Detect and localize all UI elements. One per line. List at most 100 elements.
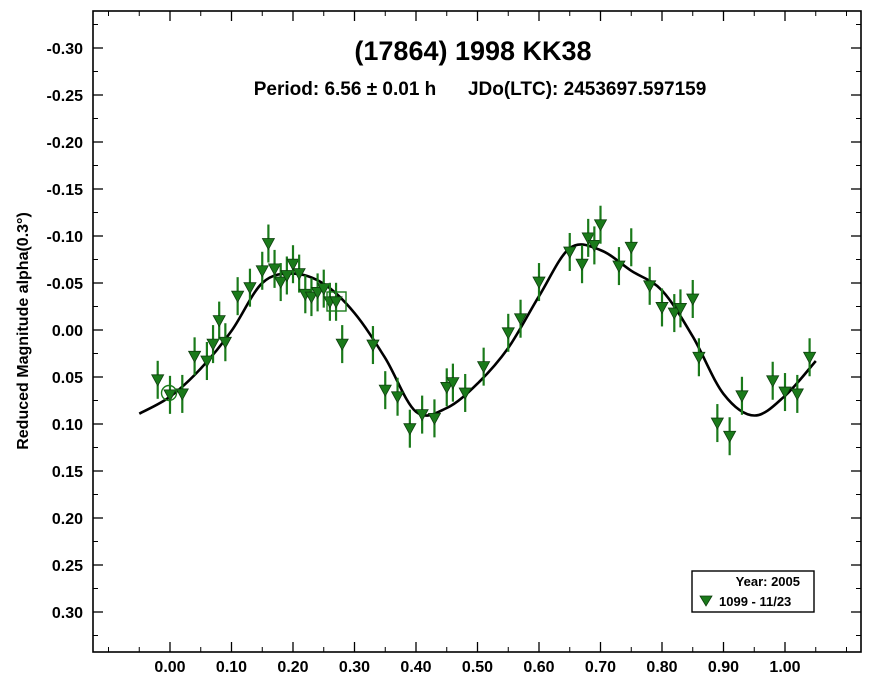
x-tick-label: 1.00 [769, 659, 800, 676]
data-point [187, 337, 202, 376]
data-point [366, 326, 380, 365]
data-point [458, 373, 472, 412]
data-point [476, 347, 491, 386]
point-marker-triangle-down-icon [612, 260, 626, 273]
point-marker-triangle-down-icon [267, 263, 282, 276]
data-point [673, 289, 688, 328]
point-marker-triangle-down-icon [532, 276, 546, 289]
point-marker-triangle-down-icon [329, 296, 343, 309]
fit-curve-line [138, 243, 817, 417]
point-marker-triangle-down-icon [280, 270, 294, 283]
point-marker-triangle-down-icon [722, 430, 737, 444]
data-point [329, 282, 343, 321]
data-point [151, 360, 165, 399]
x-tick-label: 0.60 [523, 659, 554, 676]
point-marker-triangle-down-icon [446, 377, 460, 390]
data-point [403, 409, 417, 448]
data-point [378, 371, 392, 410]
data-points-layer [151, 205, 817, 456]
data-point [643, 266, 657, 305]
data-point [766, 361, 780, 400]
point-marker-triangle-down-icon [778, 386, 792, 399]
point-marker-triangle-down-icon [230, 290, 245, 303]
point-marker-triangle-down-icon [581, 232, 595, 245]
point-marker-triangle-down-icon [427, 412, 442, 426]
legend-marker-triangle-down-icon [699, 595, 713, 607]
data-point [427, 399, 442, 438]
point-marker-triangle-down-icon [255, 265, 269, 278]
data-point [267, 249, 282, 288]
point-marker-triangle-down-icon [243, 282, 257, 295]
data-point [513, 299, 528, 338]
point-marker-triangle-down-icon [686, 293, 700, 306]
data-point [304, 278, 319, 317]
data-point [261, 224, 276, 263]
point-marker-triangle-down-icon [187, 350, 202, 364]
point-marker-triangle-down-icon [292, 268, 306, 281]
reference-square-marker [326, 291, 347, 312]
x-tick-label: 0.20 [277, 659, 308, 676]
data-point [286, 245, 300, 284]
data-point [710, 404, 725, 443]
point-marker-triangle-down-icon [390, 391, 405, 404]
data-point [292, 254, 306, 293]
point-marker-triangle-down-icon [501, 327, 515, 340]
data-point [563, 232, 577, 271]
legend-box [691, 570, 815, 613]
data-point [802, 338, 817, 377]
y-axis: -0.30 -0.25 -0.20 -0.15 -0.10 -0.05 0.00 0.05 0.… [47, 24, 861, 636]
x-tick-label: 0.40 [400, 659, 431, 676]
data-point [501, 313, 515, 352]
point-marker-triangle-down-icon [335, 338, 349, 351]
point-marker-triangle-down-icon [643, 280, 657, 293]
data-point [790, 374, 804, 413]
data-point [243, 268, 257, 307]
point-marker-triangle-down-icon [710, 417, 725, 430]
point-marker-triangle-down-icon [766, 375, 780, 388]
point-marker-triangle-down-icon [286, 258, 300, 272]
x-tick-label: 0.50 [462, 659, 493, 676]
data-point [446, 363, 460, 402]
point-marker-triangle-down-icon [575, 258, 589, 272]
point-marker-triangle-down-icon [735, 390, 749, 403]
data-point [335, 325, 349, 364]
data-point [624, 228, 638, 267]
point-marker-triangle-down-icon [274, 276, 288, 289]
x-tick-label: 0.90 [708, 659, 739, 676]
y-tick-label: 0.25 [52, 558, 83, 575]
point-marker-triangle-down-icon [212, 315, 226, 328]
point-marker-triangle-down-icon [415, 409, 429, 422]
y-tick-label: 0.20 [52, 511, 83, 528]
y-tick-label: -0.25 [47, 88, 84, 105]
legend-header: Year: 2005 [736, 574, 800, 589]
point-marker-triangle-down-icon [593, 219, 608, 232]
point-marker-triangle-down-icon [563, 246, 577, 259]
point-marker-triangle-down-icon [378, 384, 392, 397]
data-point [587, 226, 602, 265]
data-point [317, 269, 331, 308]
point-marker-triangle-down-icon [802, 351, 817, 365]
point-marker-triangle-down-icon [624, 241, 638, 255]
y-tick-label: -0.30 [47, 41, 84, 58]
point-marker-triangle-down-icon [175, 388, 189, 401]
point-marker-triangle-down-icon [200, 355, 214, 368]
point-marker-triangle-down-icon [476, 361, 491, 374]
data-point [722, 417, 737, 456]
point-marker-triangle-down-icon [151, 374, 165, 387]
data-point [274, 263, 288, 302]
data-point [593, 205, 608, 244]
x-tick-label: 0.30 [339, 659, 370, 676]
data-point [206, 325, 220, 364]
point-marker-triangle-down-icon [790, 388, 804, 401]
data-point [655, 288, 669, 327]
y-tick-label: 0.00 [52, 323, 83, 340]
data-point [415, 395, 429, 434]
point-marker-triangle-down-icon [317, 283, 331, 296]
point-marker-triangle-down-icon [403, 423, 417, 436]
fit-curve-layer [138, 243, 817, 417]
point-marker-triangle-down-icon [692, 351, 706, 365]
chart-subtitle: Period: 6.56 ± 0.01 h JDo(LTC): 2453697.… [254, 79, 707, 100]
data-point [230, 277, 245, 316]
reference-circle-marker [160, 384, 178, 402]
data-point [575, 245, 589, 284]
